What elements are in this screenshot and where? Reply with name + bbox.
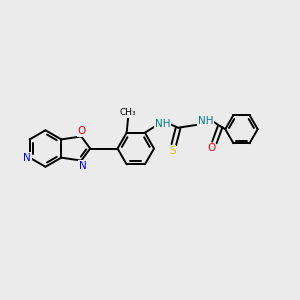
Text: N: N [23, 153, 31, 163]
Text: N: N [79, 161, 87, 171]
Text: CH₃: CH₃ [120, 108, 136, 117]
Text: S: S [169, 146, 175, 156]
Text: O: O [77, 126, 86, 136]
Text: NH: NH [155, 119, 170, 129]
Text: O: O [207, 143, 216, 153]
Text: NH: NH [197, 116, 213, 126]
